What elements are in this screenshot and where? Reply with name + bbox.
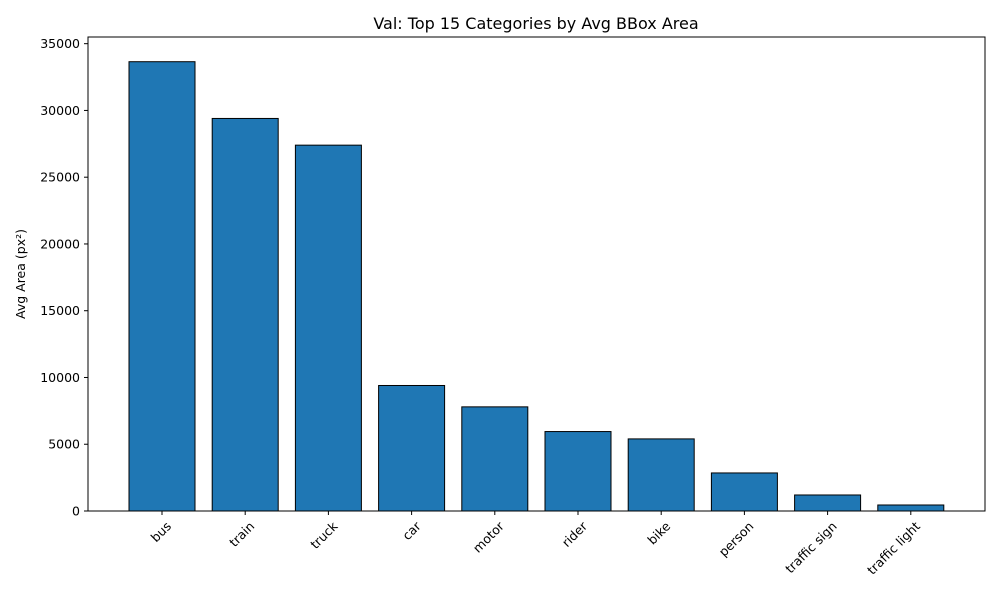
x-tick-label: rider	[559, 518, 591, 550]
y-tick-label: 20000	[40, 236, 80, 251]
bar-bus	[128, 61, 196, 512]
y-tick-label: 5000	[48, 437, 80, 452]
x-axis: bus train truck car motor rider bike person traf…	[148, 511, 923, 577]
chart-title: Val: Top 15 Categories by Avg BBox Area	[373, 14, 698, 33]
y-axis: 0 5000 10000 15000 20000 25000 30000 35000	[40, 36, 88, 519]
bar-traffic-sign	[794, 494, 862, 512]
y-tick-label: 15000	[40, 303, 80, 318]
y-tick-label: 25000	[40, 170, 80, 185]
x-tick-label: motor	[470, 518, 508, 556]
y-axis-label: Avg Area (px²)	[13, 229, 28, 319]
bars-group	[128, 61, 945, 512]
x-tick-label: bus	[148, 519, 174, 545]
x-tick-label: truck	[307, 518, 341, 552]
y-tick-label: 30000	[40, 103, 80, 118]
x-tick-label: train	[226, 519, 257, 550]
x-tick-label: bike	[644, 518, 673, 547]
y-tick-label: 0	[72, 504, 80, 519]
x-tick-label: car	[399, 518, 424, 543]
plot-frame	[87, 36, 986, 512]
bar-rider	[544, 431, 612, 512]
bar-motor	[461, 406, 529, 512]
y-tick-label: 35000	[40, 36, 80, 51]
x-tick-label: traffic sign	[782, 519, 840, 577]
bar-person	[710, 472, 778, 512]
bar-train	[211, 117, 279, 512]
bar-bike	[627, 438, 695, 512]
bar-truck	[294, 144, 362, 512]
x-tick-label: traffic light	[864, 518, 923, 577]
y-tick-label: 10000	[40, 370, 80, 385]
bar-car	[378, 384, 446, 512]
x-tick-label: person	[716, 519, 757, 560]
bar-traffic-light	[877, 504, 945, 512]
